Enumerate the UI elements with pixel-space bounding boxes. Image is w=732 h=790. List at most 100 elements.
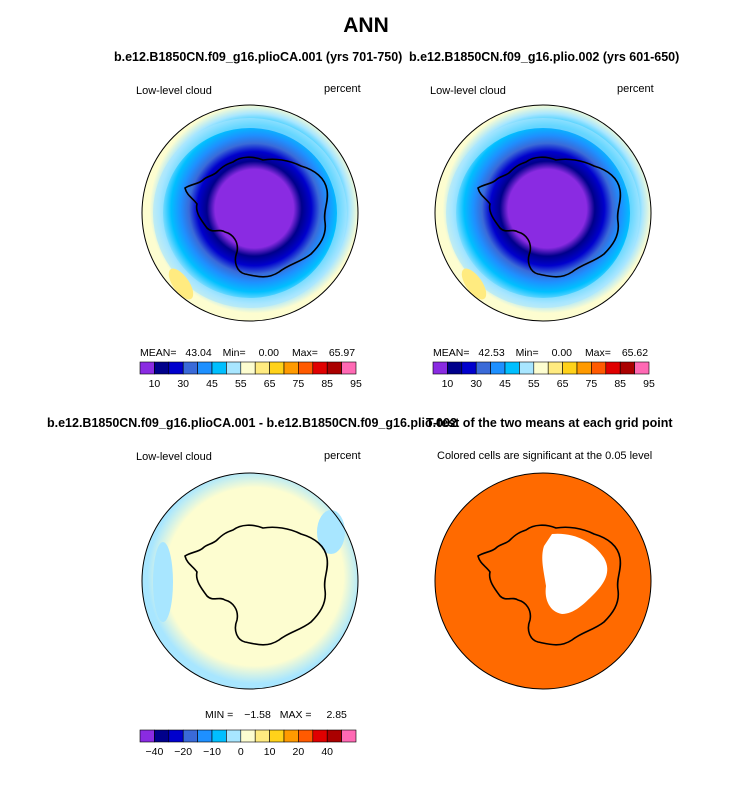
- panel3-colorbar-box: [240, 729, 256, 743]
- panel1-title: b.e12.B1850CN.f09_g16.plioCA.001 (yrs 70…: [114, 50, 403, 64]
- panel1-colorbar-tick-label: 45: [206, 378, 218, 390]
- panel1-colorbar-box: [197, 361, 213, 375]
- panel1-max-label: Max=: [291, 347, 318, 359]
- panel1-colorbar-box: [298, 361, 314, 375]
- panel1-mean-value: 43.04: [185, 347, 212, 359]
- panel3-max-value: 2.85: [326, 709, 347, 721]
- panel4-map-border: [434, 472, 652, 690]
- panel2-mean-value: 42.53: [478, 347, 505, 359]
- panel3-blue-patch-west: [153, 542, 173, 622]
- panel1-colorbar-box: [254, 361, 270, 375]
- panel1-cloud-field: [142, 105, 358, 321]
- panel4-significant-field: [435, 473, 651, 689]
- panel3-colorbar-box: [168, 729, 184, 743]
- panel2-colorbar-box: [504, 361, 520, 375]
- panel3-colorbar-box: [341, 729, 357, 743]
- panel4-map: [434, 472, 652, 690]
- panel1-colorbar-box: [154, 361, 170, 375]
- panel2-max-label: Max=: [584, 347, 611, 359]
- panel1-colorbar-box: [341, 361, 357, 375]
- panel2-colorbar-box: [562, 361, 578, 375]
- panel2-colorbar-tick-label: 45: [499, 378, 511, 390]
- panel1-colorbar-box: [226, 361, 242, 375]
- panel2-colorbar-tick-label: 95: [643, 378, 655, 390]
- panel2-max-value: 65.62: [621, 347, 649, 359]
- panel1-map-border: [141, 104, 359, 322]
- panel3-min-value: −1.58: [244, 709, 271, 721]
- panel2-colorbar-box: [591, 361, 607, 375]
- panel3-colorbar-tick-label: 20: [292, 746, 305, 758]
- panel3-colorbar-box: [154, 729, 170, 743]
- panel2-coastline: [477, 156, 622, 278]
- panel3-map-border: [141, 472, 359, 690]
- panel3-colorbar-tick-label: −40: [145, 746, 164, 758]
- panel1-colorbar-tick-label: 95: [350, 378, 362, 390]
- panel1-yellow-patch: [168, 268, 194, 300]
- panel2-colorbar-tick-label: 30: [470, 378, 483, 390]
- panel2-map-border: [434, 104, 652, 322]
- panel4-insignificant-region: [542, 533, 608, 614]
- panel3-min-label: MIN =: [205, 709, 234, 721]
- panel2-colorbar-box: [490, 361, 506, 375]
- panel3-colorbar-box: [197, 729, 213, 743]
- panel1-colorbar: [139, 361, 357, 375]
- panel1-coastline: [184, 156, 329, 278]
- panel3-units-label: percent: [324, 450, 361, 462]
- panel2-colorbar-box: [461, 361, 477, 375]
- panel1-units-label: percent: [324, 83, 361, 95]
- panel2-colorbar-tick-label: 85: [614, 378, 627, 390]
- panel2-colorbar-box: [447, 361, 463, 375]
- panel3-title: b.e12.B1850CN.f09_g16.plioCA.001 - b.e12…: [47, 416, 457, 430]
- panel1-colorbar-box: [312, 361, 328, 375]
- panel2-title: b.e12.B1850CN.f09_g16.plio.002 (yrs 601-…: [409, 50, 680, 64]
- panel1-colorbar-tick-label: 65: [263, 378, 276, 390]
- panel2-colorbar-tick-label: 10: [441, 378, 454, 390]
- panel1-mean-label: MEAN=: [140, 347, 177, 359]
- panel1-colorbar-tick-label: 85: [321, 378, 334, 390]
- panel3-colorbar-box: [298, 729, 314, 743]
- panel2-colorbar-box: [619, 361, 635, 375]
- panel1-colorbar-tick-label: 75: [292, 378, 305, 390]
- panel1-colorbar-box: [168, 361, 184, 375]
- panel1-colorbar-box: [240, 361, 256, 375]
- panel1-colorbar-box: [269, 361, 285, 375]
- panel1-max-value: 65.97: [328, 347, 356, 359]
- panel2-mean-label: MEAN=: [433, 347, 470, 359]
- panel3-colorbar-box: [283, 729, 299, 743]
- panel3-colorbar-tick-label: 0: [237, 746, 244, 758]
- panel2-colorbar-box: [547, 361, 563, 375]
- panel1-colorbar-box: [283, 361, 299, 375]
- panel4-coastline: [477, 524, 622, 646]
- panel3-colorbar-box: [312, 729, 328, 743]
- panel3-map: [141, 472, 359, 690]
- panel2-min-label: Min=: [515, 347, 539, 359]
- panel1-variable-label: Low-level cloud: [136, 85, 212, 97]
- panel1-min-value: 0.00: [258, 347, 280, 359]
- panel1-colorbar-tick-label: 30: [177, 378, 190, 390]
- panel3-colorbar-box: [326, 729, 342, 743]
- panel2-colorbar-box: [432, 361, 448, 375]
- panel2-outer-band: [446, 118, 640, 308]
- panel2-colorbar: [432, 361, 650, 375]
- panel3-colorbar-tick-label: −20: [174, 746, 193, 758]
- panel4-title: T-test of the two means at each grid poi…: [426, 416, 673, 430]
- panel2-colorbar-box: [475, 361, 491, 375]
- panel2-colorbar-box: [634, 361, 650, 375]
- panel1-colorbar-tick-label: 10: [148, 378, 161, 390]
- panel1-min-label: Min=: [222, 347, 246, 359]
- panel3-blue-patch-east: [317, 510, 345, 554]
- panel1-outer-band: [153, 118, 347, 308]
- panel3-colorbar-tick-label: 40: [321, 746, 334, 758]
- panel1-map: [141, 104, 359, 322]
- panel2-units-label: percent: [617, 83, 654, 95]
- panel2-yellow-patch: [461, 268, 487, 300]
- panel2-variable-label: Low-level cloud: [430, 85, 506, 97]
- figure-title: ANN: [343, 14, 389, 37]
- panel2-colorbar-box: [519, 361, 535, 375]
- panel3-variable-label: Low-level cloud: [136, 451, 212, 463]
- panel3-diff-field: [142, 473, 358, 689]
- panel2-map: [434, 104, 652, 322]
- panel1-colorbar-tick-label: 55: [234, 378, 247, 390]
- panel2-cloud-field: [435, 105, 651, 321]
- panel1-colorbar-box: [211, 361, 227, 375]
